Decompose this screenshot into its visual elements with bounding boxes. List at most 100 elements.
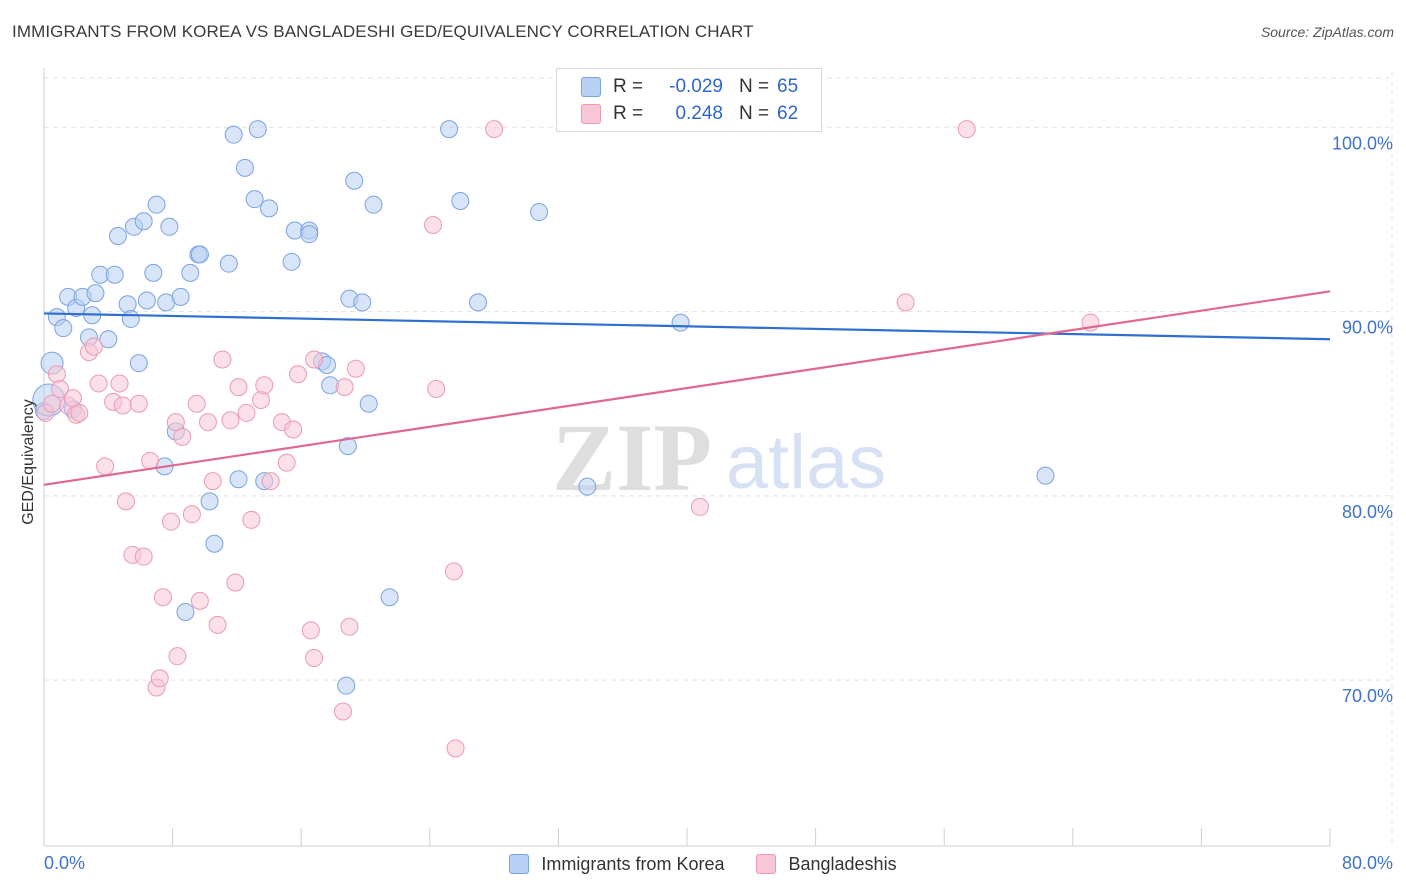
bangla-point [173,427,192,446]
bangla-point [96,457,115,476]
bangla-point [213,350,232,369]
korea-point [282,252,301,271]
bangla-n-value: 62 [777,103,799,124]
bangla-point [333,702,352,721]
bangla-point [485,120,504,139]
korea-point [440,120,459,139]
korea-point [248,120,267,139]
korea-point [353,293,372,312]
bangla-point [301,621,320,640]
korea-point [129,354,148,373]
korea-point [86,284,105,303]
korea-point [118,295,137,314]
bangla-point [221,411,240,430]
korea-point [578,477,597,496]
bangla-point [89,374,108,393]
korea-point [181,263,200,282]
bangla-point [690,497,709,516]
korea-point [121,309,140,328]
legend-item-bangla[interactable]: Bangladeshis [756,853,897,875]
watermark-atlas: atlas [726,420,887,505]
korea-point [190,245,209,264]
korea-point [147,195,166,214]
bangla-point [277,453,296,472]
legend-korea-label: Immigrants from Korea [541,853,725,874]
watermark-zip: ZIP [552,404,712,511]
korea-point [245,190,264,209]
legend-row-korea: R = -0.029 N = 65 [581,75,798,99]
axis-labels: 70.0% 80.0% 90.0% 100.0% 0.0% 80.0% [44,133,1393,873]
bangla-point [134,547,153,566]
x-tick-label-max: 80.0% [1342,853,1393,873]
bangla-point [261,472,280,491]
source-label: Source: ZipAtlas.com [1260,24,1394,40]
grid-lines [44,72,1393,846]
bangla-point [237,403,256,422]
bangla-n-label: N = [739,103,770,124]
korea-point [469,293,488,312]
bangla-point [153,588,172,607]
bangla-point [129,394,148,413]
korea-point [451,192,470,210]
legend-item-korea[interactable]: Immigrants from Korea [509,854,724,875]
korea-n-label: N = [739,76,770,97]
y-tick-label: 90.0% [1342,318,1393,338]
bangla-point [335,378,354,397]
bangla-point [346,359,365,378]
bangla-point [116,492,135,511]
bangla-point [305,649,324,668]
bangla-point [288,365,307,384]
bangla-point [182,505,201,524]
bangla-point [896,293,915,312]
korea-point [219,254,238,273]
bangla-point [957,120,976,139]
bangla-point [190,591,209,610]
bangla-point [161,512,180,531]
bangla-point [47,365,66,384]
bangla-point [187,394,206,413]
korea-n-value: 65 [777,76,799,97]
trend-lines [43,290,1331,486]
korea-point [1036,466,1055,485]
bangla-point [203,472,222,491]
korea-point [530,203,549,222]
bangla-point [255,376,274,395]
bangla-point [141,451,160,470]
bangla-point [168,647,187,666]
bangla-point [427,379,446,398]
korea-point [364,195,383,214]
bangla-point [84,337,103,356]
series-legend: Immigrants from Korea Bangladeshis [0,852,1406,876]
korea-point [338,437,357,456]
data-points [32,120,1100,758]
bangla-trend-line [43,290,1331,486]
chart-title: IMMIGRANTS FROM KOREA VS BANGLADESHI GED… [12,22,754,41]
bangla-point [340,617,359,636]
legend-bangla-label: Bangladeshis [788,853,897,874]
korea-point [345,171,364,190]
bangla-point [51,379,70,398]
korea-point [224,125,243,144]
bangla-point [446,739,465,758]
bangla-point [113,396,132,415]
bangla-point [70,403,89,422]
korea-point [54,319,73,338]
bangla-point [208,615,227,634]
axes [43,68,1331,847]
bangla-r-value: 0.248 [675,103,723,124]
y-tick-label: 100.0% [1332,133,1393,153]
bangla-point [110,374,129,393]
korea-point [205,534,224,553]
korea-r-label: R = [613,76,644,97]
bangla-point [284,420,303,439]
y-tick-label: 70.0% [1342,686,1393,706]
y-axis-title: GED/Equivalency [20,399,37,524]
korea-point [137,291,156,310]
korea-point [359,394,378,413]
korea-point [260,199,279,218]
korea-point [380,588,399,607]
korea-point [134,212,153,231]
korea-point [671,313,690,332]
bangla-swatch [581,104,601,124]
